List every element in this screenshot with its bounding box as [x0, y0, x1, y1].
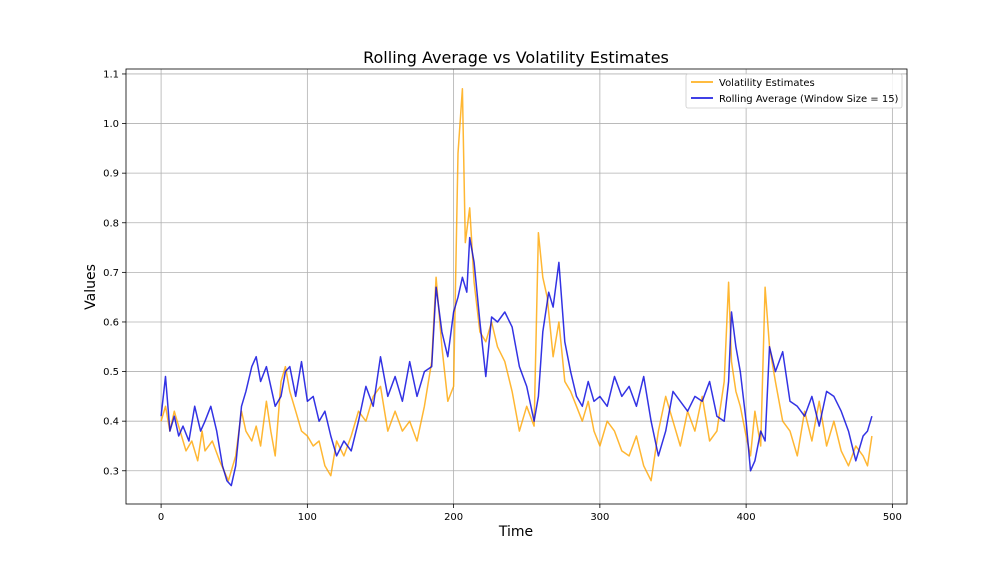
chart-title: Rolling Average vs Volatility Estimates	[363, 48, 669, 67]
y-tick-label: 0.9	[103, 169, 119, 180]
series-layer	[160, 88, 873, 487]
y-tick-label: 0.4	[103, 417, 119, 428]
x-axis-label: Time	[498, 524, 533, 540]
axis-ticks: 0 100 200 300 400 500 0.3 0.4 0.5 0.6 0.7 0.8 0.9 1.0…	[103, 69, 902, 523]
x-tick-label: 100	[298, 512, 317, 523]
legend: Volatility Estimates Rolling Average (Wi…	[685, 73, 903, 109]
y-tick-label: 0.7	[103, 268, 119, 279]
plot-frame	[125, 68, 908, 505]
y-tick-label: 1.1	[103, 69, 119, 80]
legend-box	[685, 73, 903, 109]
y-tick-label: 0.6	[103, 317, 119, 328]
y-tick-label: 1.0	[103, 119, 119, 130]
x-tick-label: 200	[444, 512, 463, 523]
x-tick-label: 400	[737, 512, 756, 523]
legend-label-volatility: Volatility Estimates	[719, 78, 815, 89]
legend-label-rolling-average: Rolling Average (Window Size = 15)	[719, 94, 899, 105]
y-tick-label: 0.3	[103, 466, 119, 477]
x-tick-label: 500	[883, 512, 902, 523]
y-axis-label: Values	[83, 264, 99, 310]
series-line-rolling-average	[160, 236, 873, 487]
y-tick-label: 0.5	[103, 367, 119, 378]
grid	[126, 69, 907, 504]
x-tick-label: 0	[158, 512, 164, 523]
x-tick-label: 300	[590, 512, 609, 523]
y-tick-label: 0.8	[103, 218, 119, 229]
